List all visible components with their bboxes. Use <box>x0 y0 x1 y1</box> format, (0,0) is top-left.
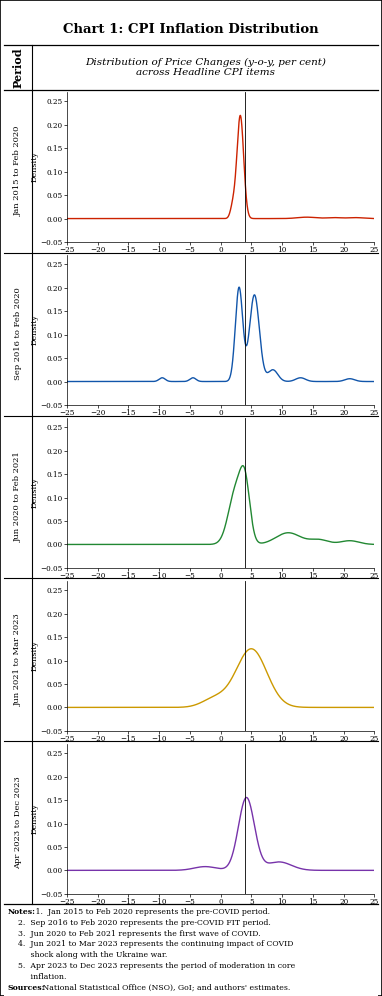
Text: Sources:: Sources: <box>8 984 45 992</box>
Text: Notes:: Notes: <box>8 908 36 916</box>
Text: shock along with the Ukraine war.: shock along with the Ukraine war. <box>8 951 167 959</box>
Text: 2.  Sep 2016 to Feb 2020 represents the pre-COVID FIT period.: 2. Sep 2016 to Feb 2020 represents the p… <box>8 919 270 927</box>
X-axis label: Inflation: Inflation <box>203 582 238 590</box>
Text: Period: Period <box>13 47 24 88</box>
Text: National Statistical Office (NSO), GoI; and authors' estimates.: National Statistical Office (NSO), GoI; … <box>40 984 290 992</box>
Y-axis label: Density: Density <box>31 804 39 835</box>
Text: Jun 2020 to Feb 2021: Jun 2020 to Feb 2021 <box>14 451 22 543</box>
Y-axis label: Density: Density <box>31 640 39 671</box>
Text: 5.  Apr 2023 to Dec 2023 represents the period of moderation in core: 5. Apr 2023 to Dec 2023 represents the p… <box>8 962 295 970</box>
Y-axis label: Density: Density <box>31 151 39 182</box>
Text: Distribution of Price Changes (y-o-y, per cent)
across Headline CPI items: Distribution of Price Changes (y-o-y, pe… <box>85 58 326 77</box>
Text: inflation.: inflation. <box>8 973 66 981</box>
Text: Jun 2021 to Mar 2023: Jun 2021 to Mar 2023 <box>14 614 22 706</box>
Text: 3.  Jun 2020 to Feb 2021 represents the first wave of COVID.: 3. Jun 2020 to Feb 2021 represents the f… <box>8 929 260 937</box>
Text: Sep 2016 to Feb 2020: Sep 2016 to Feb 2020 <box>14 288 22 380</box>
X-axis label: Inflation: Inflation <box>203 744 238 752</box>
X-axis label: Inflation: Inflation <box>203 256 238 264</box>
Text: 4.  Jun 2021 to Mar 2023 represents the continuing impact of COVID: 4. Jun 2021 to Mar 2023 represents the c… <box>8 940 293 948</box>
X-axis label: Inflation: Inflation <box>203 418 238 426</box>
Text: Apr 2023 to Dec 2023: Apr 2023 to Dec 2023 <box>14 777 22 870</box>
Text: 1.  Jan 2015 to Feb 2020 represents the pre-COVID period.: 1. Jan 2015 to Feb 2020 represents the p… <box>32 908 270 916</box>
Text: Jan 2015 to Feb 2020: Jan 2015 to Feb 2020 <box>14 125 22 216</box>
Y-axis label: Density: Density <box>31 315 39 346</box>
Y-axis label: Density: Density <box>31 477 39 508</box>
Text: Chart 1: CPI Inflation Distribution: Chart 1: CPI Inflation Distribution <box>63 23 319 37</box>
X-axis label: Inflation: Inflation <box>203 907 238 915</box>
